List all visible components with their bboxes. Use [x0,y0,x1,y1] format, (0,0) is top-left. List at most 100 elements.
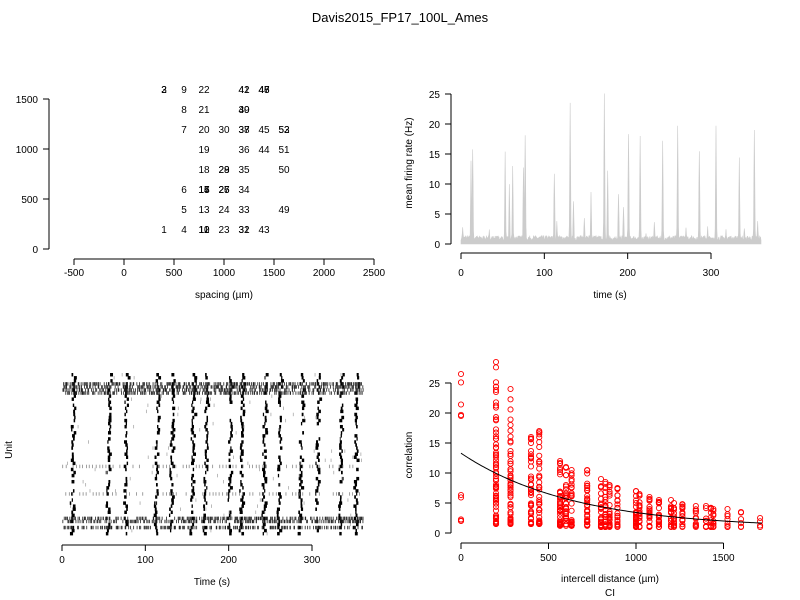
spike [110,385,112,389]
spike [185,492,187,496]
spike [136,382,138,386]
spike [256,516,258,521]
spike [82,391,84,395]
spike [241,385,242,389]
spike [83,391,85,395]
spike [254,391,256,395]
spike [223,516,225,521]
spike [247,461,249,466]
unit-label-36: 36 [238,145,250,156]
spike-burst [229,400,233,404]
spike [147,385,149,389]
spike [316,525,318,530]
spike-burst [316,455,319,459]
correlation-point [492,383,500,390]
correlation-point [507,460,514,467]
spike [117,382,119,386]
spike [78,525,79,530]
spike-burst [338,504,341,508]
spike [162,492,164,496]
spike [104,385,106,389]
spike [77,525,79,530]
spike [252,492,254,496]
spike [280,519,282,524]
spike-burst [155,473,157,478]
spike [345,516,347,521]
spike [195,385,197,389]
spike [232,492,234,496]
spike [202,464,203,469]
unit-label-45: 45 [258,125,270,136]
spike-burst [240,522,243,527]
spike [249,400,251,404]
unit-label-42: 42 [238,85,250,96]
spike [252,388,254,392]
spike-burst [279,458,281,463]
spike-burst [123,501,126,505]
spike-burst [355,498,358,502]
spike [162,385,163,389]
spike-burst [354,440,357,444]
spike [108,385,110,389]
spike-burst [278,492,281,496]
spike [82,492,84,496]
spike-burst [262,525,265,530]
spike [292,492,293,496]
spike-burst [227,498,230,502]
spike [66,382,68,386]
spike-burst [203,476,206,481]
spike-burst [278,434,282,438]
spike [73,516,75,521]
spike [130,519,131,524]
spike [241,391,243,395]
spike [342,385,344,389]
spike-burst [73,412,76,417]
spike [339,385,341,389]
spike [293,382,295,386]
spike [285,418,287,423]
spike [326,385,328,389]
spike [230,382,231,386]
spike [330,525,332,530]
spike [242,388,244,392]
spike [278,382,280,386]
spike [353,382,354,386]
spike [80,391,82,395]
spike [217,385,219,389]
correlation-point [584,495,591,502]
y-tick-label: 20 [429,120,441,131]
spike [352,388,354,392]
spike [276,382,278,386]
spike [166,464,167,469]
spike-burst [73,376,77,380]
spike-burst [241,379,243,383]
spike [145,525,147,530]
spike [331,391,333,395]
spike [210,397,211,401]
spike-burst [72,504,76,508]
spike [269,525,271,530]
spike [165,519,167,524]
spike [208,516,209,521]
spike-burst [300,443,303,447]
correlation-point [614,510,621,517]
spike [302,391,304,395]
spike [186,388,188,392]
spike-burst [158,397,161,401]
spike [67,461,68,466]
spike-burst [72,525,75,530]
spike-burst [191,382,194,386]
correlation-point [507,406,514,413]
spike-burst [341,470,343,475]
spike [132,385,133,389]
spike-burst [239,470,243,475]
spike [324,385,326,389]
spike-burst [109,406,112,411]
spike-burst [191,476,193,481]
spike [279,516,280,521]
spike [64,382,66,386]
spike-burst [354,434,358,438]
spike [202,519,203,524]
correlation-point [757,518,764,525]
spike-burst [315,489,319,493]
